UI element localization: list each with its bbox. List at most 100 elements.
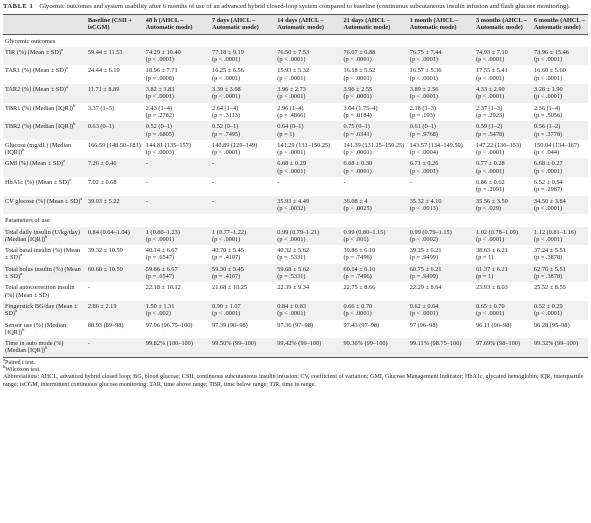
- cell-value: 99.36% (99–100): [343, 340, 388, 348]
- cell: 0.75 (0–1) (p = .6341): [341, 121, 408, 140]
- cell-value: 18.96 ± 7.71: [145, 67, 178, 75]
- column-header: 7 days (AHCL – Automatic mode): [210, 14, 276, 35]
- p-value: (p < .0001): [533, 93, 563, 101]
- table-row: Glucose (mg/dL) (Median [IQR])b 166.59 (1…: [3, 140, 588, 159]
- cell-value: 6.52 ± 0.54: [533, 179, 563, 187]
- cell-value: 0.52 ± 0.29: [533, 302, 563, 310]
- cell: 60.68 ± 10.59: [85, 263, 144, 283]
- cell-value: 62.76 ± 5.51: [533, 265, 566, 273]
- p-value: (p < .0001): [533, 74, 563, 82]
- cell: 0.62 ± 0.64 (p < .0001): [407, 300, 475, 320]
- row-label: Sensor use (%) (Median [IQR])b: [3, 320, 86, 339]
- cell-value: -: [212, 197, 215, 205]
- cell-value: 59.68 ± 5.62: [277, 265, 310, 273]
- cell: 60.75 ± 6.21 (p = .9499): [407, 263, 475, 283]
- table-row: TBR2 (%) (Median [IQR])b 0.63 (0–1) 0.52 (…: [3, 121, 588, 140]
- cell: 3.89 ± 2.56 (p < .0001): [407, 84, 475, 103]
- footnote-mark: b: [3, 364, 6, 370]
- cell-value: 39.86 ± 6.10: [343, 247, 376, 255]
- p-value: (p < .0001): [533, 310, 563, 318]
- row-label: Time in auto mode (%) (Median [IQR])b: [3, 338, 86, 358]
- p-value: (p < .0001): [212, 310, 241, 318]
- p-value: (p < .0001): [409, 56, 438, 64]
- cell: 16.18 ± 5.52 (p < .0001): [342, 65, 408, 84]
- cell: 97.96 (96.75–100): [144, 320, 210, 339]
- cell-value: 0.66 ± 0.70: [343, 302, 373, 310]
- p-value: (p = .3878): [533, 254, 563, 262]
- cell: 11.71 ± 8.89: [85, 84, 144, 103]
- cell-value: 96.11 (96–98): [476, 321, 512, 329]
- cell-value: 0.64 (0–1): [277, 123, 304, 131]
- cell-value: 35.93 ± 4.49: [277, 197, 310, 205]
- table-row: TAR1 (%) (Mean ± SD)a 24.44 ± 6.19 18.96 ±…: [3, 65, 588, 84]
- cell: -: [144, 177, 210, 196]
- cell: 6.68 ± 0.30 (p < .0001): [341, 158, 408, 178]
- cell: -: [85, 338, 144, 358]
- cell-value: -: [409, 179, 412, 187]
- section-header: Glycemic outcomes: [5, 37, 56, 45]
- cell: 2.43 (1–4) (p = .2782): [144, 103, 210, 122]
- cell-value: 99.42% (99–100): [277, 340, 322, 348]
- cell-value: 39.03 ± 5.22: [87, 197, 120, 205]
- cell-value: 166.59 (148.50–181): [87, 141, 141, 149]
- row-label: Fingerstick BG/day (Mean ± SD)a: [3, 300, 86, 320]
- p-value: (p < .0001): [145, 56, 175, 64]
- cell-value: 76.75 ± 7.44: [409, 48, 442, 56]
- cell: -: [342, 177, 408, 196]
- cell: 0.64 (0–1) (p = 1): [275, 121, 342, 140]
- cell: -: [408, 177, 474, 196]
- cell-value: 97.96 (96.75–100): [145, 321, 193, 329]
- row-label-text: TBR1 (%) (Median [IQR]): [5, 104, 74, 112]
- cell-value: 99.50% (99–100): [212, 340, 257, 348]
- column-header: [3, 14, 86, 35]
- footnote-mark: a: [15, 308, 18, 314]
- cell-value: -: [87, 340, 90, 348]
- cell: 2.64 (1–4) (p = .3113): [210, 103, 275, 122]
- cell: 2.86 ± 2.19: [85, 300, 144, 320]
- cell-value: 99.82% (100–100): [145, 340, 194, 348]
- cell-value: 59.30 ± 5.45: [212, 265, 244, 273]
- cell: 2.96 (1–4) (p = .4866): [275, 103, 341, 122]
- cell: 0.84 ± 0.83 (p < .0001): [275, 300, 342, 320]
- cell: 76.50 ± 7.53 (p < .0001): [275, 46, 342, 66]
- p-value: (p < .0001): [212, 235, 241, 243]
- cell: 1 (0.77–1.22) (p < .0001): [210, 226, 276, 246]
- cell-value: 7.02 ± 0.68: [87, 179, 117, 187]
- cell-value: -: [87, 284, 90, 292]
- cell: 99.50% (99–100): [210, 338, 276, 358]
- p-value: (p < .0001): [409, 310, 438, 318]
- p-value: (p < .0001): [277, 167, 306, 175]
- cell: 59.68 ± 5.62 (p = .5331): [275, 263, 342, 283]
- p-value: (p < .0001): [533, 235, 563, 243]
- cell: -: [143, 158, 211, 178]
- cell: 22.18 ± 10.12: [144, 282, 210, 301]
- row-label-text: Total daily insulin (U/kg/day) (Median […: [5, 228, 80, 243]
- cell: 59.30 ± 5.45 (p = .4107): [210, 263, 276, 283]
- cell: 62.76 ± 5.51 (p = .3878): [531, 263, 588, 283]
- cell: 97.36 (97–98): [275, 320, 341, 339]
- table-row: CV glucose (%) (Mean ± SD)a 39.03 ± 5.22-…: [3, 195, 588, 215]
- p-value: (p = 1): [476, 273, 494, 281]
- cell: 96.28 (95–98): [532, 320, 588, 339]
- cell: -: [86, 282, 144, 301]
- p-value: (p = .5331): [277, 254, 306, 262]
- p-value: (p = .2923): [476, 111, 505, 119]
- cell: 6.86 ± 0.62 (p = .2091): [474, 177, 532, 196]
- row-label: TBR1 (%) (Median [IQR])b: [3, 103, 86, 122]
- p-value: (p < .0001): [277, 74, 306, 82]
- cell: 22.39 ± 9.34: [275, 282, 341, 301]
- footnote-text: Paired t test.: [5, 359, 36, 366]
- cell-value: 6.68 ± 0.27: [533, 160, 563, 168]
- p-value: (p = .9499): [409, 254, 438, 262]
- cell-value: 3.96 ± 2.73: [277, 86, 306, 94]
- cell: 143.57 (134–149.50) (p < .0004): [408, 140, 474, 159]
- cell: 0.65 ± 0.70 (p < .0001): [474, 300, 532, 320]
- cell-value: 6.68 ± 0.29: [277, 160, 306, 168]
- p-value: (p < .0001): [476, 149, 505, 157]
- cell-value: 99.11% (98.75–100): [409, 340, 462, 348]
- cell: 97 (96–98): [408, 320, 474, 339]
- cell-value: 24.44 ± 6.19: [87, 67, 120, 75]
- cell: 2.37 (1–3) (p = .2923): [474, 103, 532, 122]
- cell-value: 2.96 (1–4): [277, 104, 304, 112]
- p-value: (p = 1): [277, 130, 295, 138]
